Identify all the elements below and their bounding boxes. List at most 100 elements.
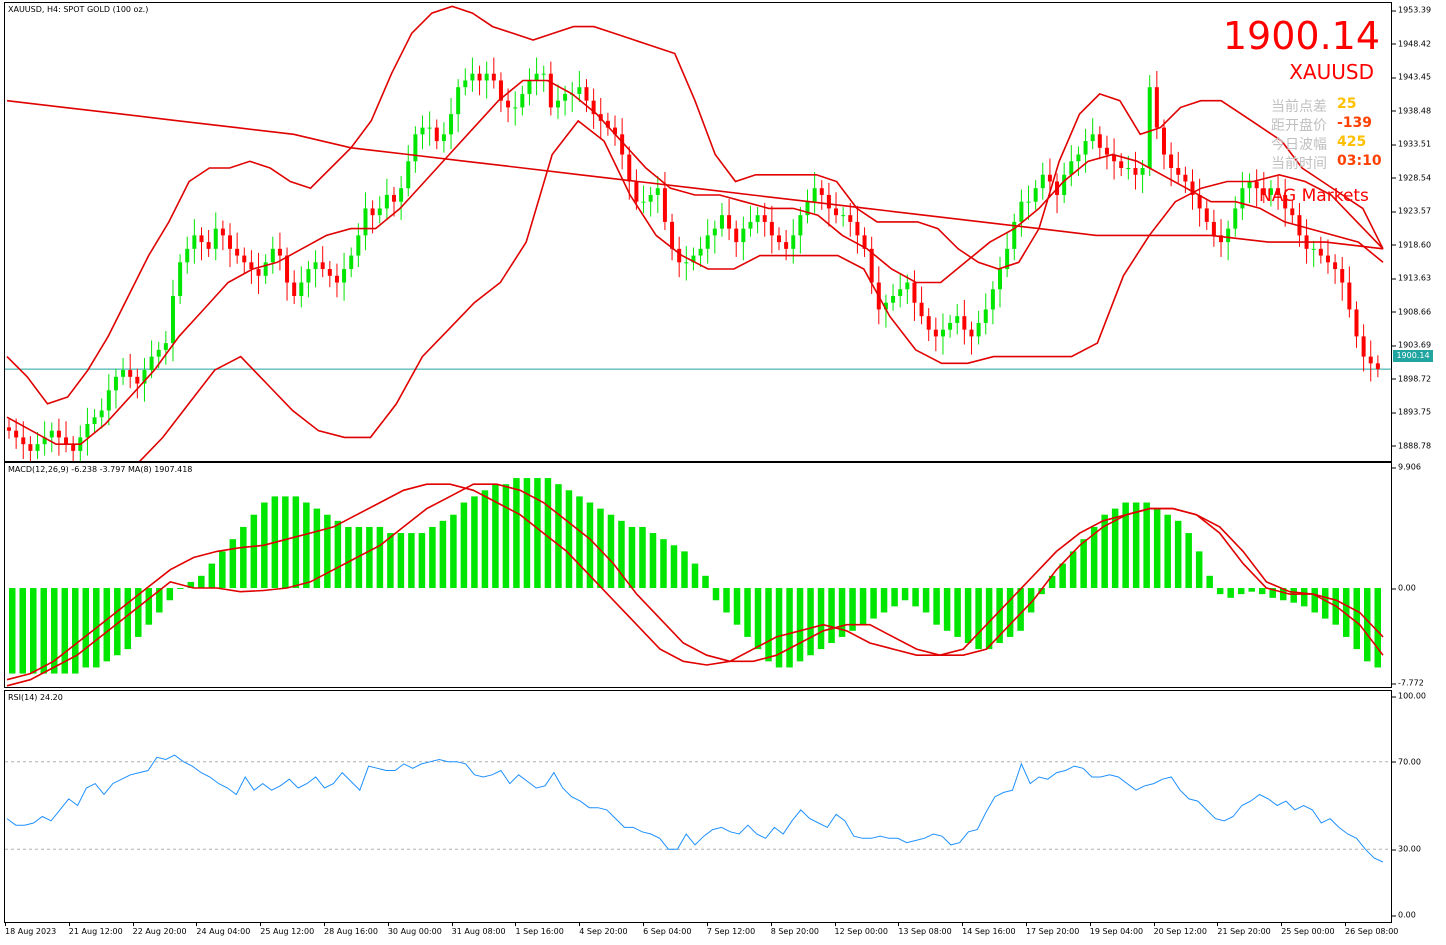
price-tick-label: 1908.66 [1391, 307, 1432, 317]
macd-histogram-bar [691, 563, 699, 589]
rsi-pane[interactable]: RSI(14) 24.20 [4, 690, 1392, 923]
macd-histogram-bar [723, 588, 730, 613]
candle-body [14, 430, 19, 438]
candle-body [363, 208, 368, 236]
candle-body [1226, 228, 1231, 243]
candle-body [1368, 356, 1373, 364]
macd-histogram-bar [1111, 508, 1119, 589]
candle-body [249, 262, 254, 270]
candle-body [548, 73, 553, 108]
candle-body [698, 248, 703, 256]
time-tick-label: 31 Aug 08:00 [451, 923, 506, 936]
candle-body [627, 154, 632, 182]
candle-body [42, 437, 47, 445]
candle-body [313, 262, 318, 270]
candle-body [1233, 208, 1238, 229]
candle-body [170, 295, 175, 344]
candle-body [912, 282, 917, 303]
macd-histogram-bar [1038, 588, 1045, 595]
moving-average-line [6, 99, 1384, 250]
candle-body [370, 208, 375, 216]
macd-axis[interactable]: 9.906 0.00 -7.772 [1392, 462, 1446, 688]
candle-body [990, 289, 995, 310]
macd-histogram-bar [943, 588, 951, 631]
macd-histogram-bar [765, 588, 772, 662]
candle-body [976, 322, 981, 337]
candle-body [940, 329, 945, 337]
macd-tick-label: -7.772 [1392, 678, 1424, 688]
rsi-tick-label: 70.00 [1392, 757, 1421, 767]
macd-line [6, 483, 1384, 687]
time-axis[interactable]: 18 Aug 2023 21 Aug 12:00 22 Aug 20:00 24 Au… [4, 923, 1398, 945]
macd-histogram-bar [618, 520, 625, 589]
stat-row: 今日波幅 425 [1271, 134, 1366, 154]
candle-body [285, 255, 290, 283]
candle-body [384, 194, 389, 209]
candle-body [1240, 188, 1245, 209]
candle-body [1047, 174, 1052, 182]
candle-body [420, 127, 425, 135]
macd-histogram-bar [670, 545, 678, 589]
candle-body [926, 316, 931, 330]
time-tick-label: 17 Sep 20:00 [1025, 923, 1080, 936]
macd-histogram-bar [103, 588, 111, 662]
candle-body [1276, 188, 1281, 195]
candle-body [719, 215, 724, 229]
macd-histogram-bar [229, 539, 237, 589]
candle-body [185, 248, 190, 263]
candle-body [769, 221, 774, 236]
candle-body [998, 269, 1003, 290]
macd-pane[interactable]: MACD(12,26,9) -6.238 -3.797 MA(8) 1907.4… [4, 462, 1392, 688]
candle-body [242, 255, 247, 263]
macd-histogram-bar [1185, 533, 1192, 589]
candle-body [898, 289, 903, 296]
candle-body [1197, 194, 1202, 209]
macd-histogram-bar [1069, 551, 1077, 589]
price-axis[interactable]: 1953.39 1948.42 1943.45 1938.48 1933.51 1928.… [1391, 2, 1446, 462]
candle-body [113, 376, 118, 391]
macd-histogram-bar [1174, 520, 1182, 589]
time-tick-label: 30 Aug 00:00 [387, 923, 442, 936]
macd-histogram-bar [534, 478, 541, 589]
candle-body [1005, 248, 1010, 270]
candle-body [1169, 154, 1174, 169]
price-tick-label: 1923.57 [1391, 206, 1432, 216]
time-tick-label: 13 Sep 08:00 [898, 923, 952, 936]
macd-histogram-bar [502, 484, 510, 589]
current-price-display: 1900.14 [1222, 14, 1380, 58]
macd-histogram-bar [61, 588, 69, 674]
candle-body [819, 188, 824, 195]
candle-body [791, 235, 796, 249]
candle-body [684, 262, 689, 264]
candle-body [399, 188, 404, 202]
candle-body [441, 134, 446, 142]
candle-body [7, 427, 11, 431]
macd-histogram-bar [418, 533, 426, 589]
macd-histogram-bar [40, 588, 48, 674]
candle-body [1247, 181, 1252, 189]
candle-body [228, 235, 233, 249]
candle-body [591, 100, 596, 115]
macd-histogram-bar [114, 588, 121, 656]
candle-body [121, 370, 126, 377]
macd-histogram-bar [292, 496, 300, 589]
macd-histogram-bar [156, 588, 163, 613]
rsi-axis[interactable]: 100.00 70.00 30.00 0.00 [1392, 690, 1446, 923]
macd-histogram-bar [912, 588, 919, 607]
macd-histogram-bar [838, 588, 846, 637]
current-price-tag: 1900.14 [1393, 350, 1433, 362]
candle-body [1119, 161, 1124, 169]
macd-histogram-bar [345, 526, 352, 589]
macd-histogram-bar [481, 490, 489, 589]
price-tick-label: 1928.54 [1391, 173, 1432, 183]
macd-histogram-bar [135, 588, 142, 637]
price-chart-pane[interactable]: XAUUSD, H4: SPOT GOLD (100 oz.) [4, 2, 1392, 462]
candle-body [712, 228, 717, 236]
price-tick-label: 1943.45 [1391, 72, 1432, 82]
candle-body [456, 87, 461, 115]
macd-histogram-bar [124, 588, 132, 650]
rsi-tick-label: 100.00 [1392, 691, 1426, 701]
candle-body [869, 248, 874, 283]
candle-body [463, 80, 468, 88]
candle-body [1311, 248, 1316, 250]
